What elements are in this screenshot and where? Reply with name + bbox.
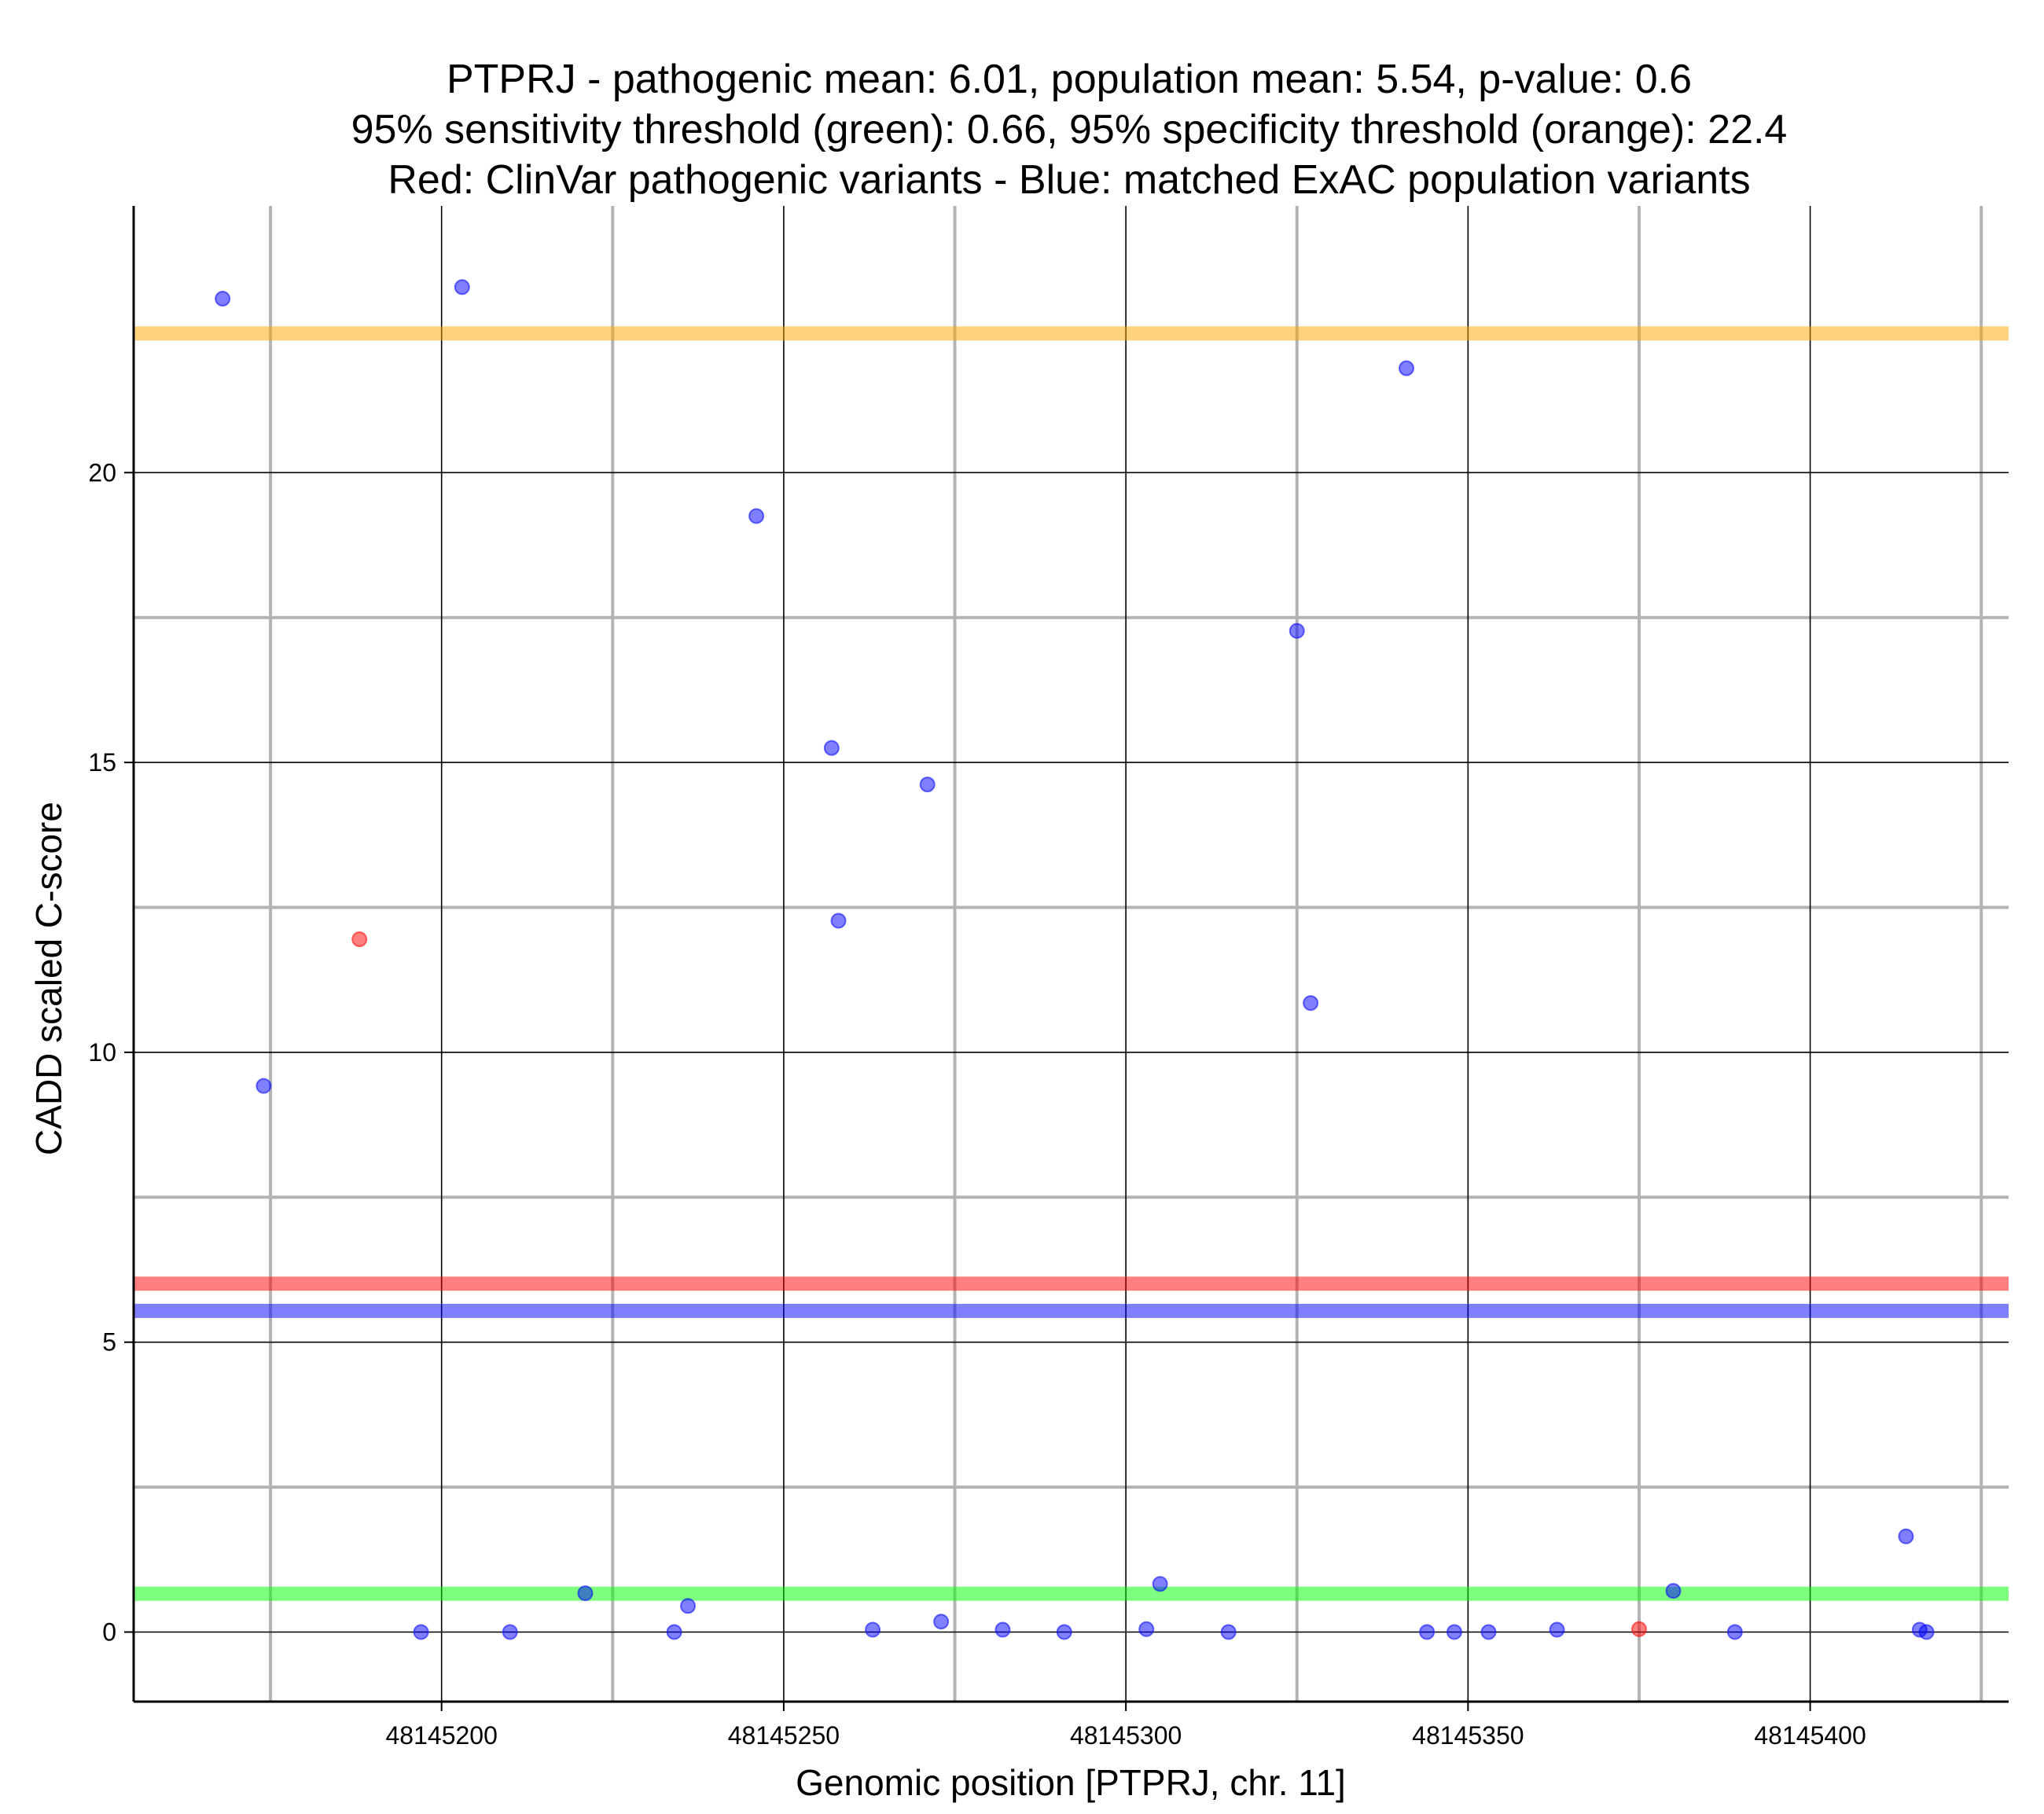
data-points xyxy=(215,279,1935,1640)
population-point xyxy=(1918,1624,1935,1640)
population-point xyxy=(1399,360,1415,376)
population-point xyxy=(1549,1621,1565,1638)
population-point xyxy=(1220,1624,1237,1640)
population-point xyxy=(413,1624,429,1640)
y-tick-label: 20 xyxy=(88,458,116,487)
population-point xyxy=(823,740,840,756)
population-point xyxy=(454,279,470,296)
population-point xyxy=(577,1585,594,1602)
population-point xyxy=(1726,1624,1743,1640)
x-tick-label: 48145350 xyxy=(1412,1721,1524,1750)
grid-lines xyxy=(134,206,2009,1702)
axes: 0 5 10 15 20 48145200 48145250 48145300 48145350… xyxy=(88,206,2009,1750)
population-point xyxy=(256,1078,272,1094)
population-point xyxy=(680,1598,697,1614)
y-axis-title: CADD scaled C-score xyxy=(28,802,69,1155)
population-point xyxy=(1419,1624,1436,1640)
title-line-1: PTPRJ - pathogenic mean: 6.01, populatio… xyxy=(447,57,1692,102)
population-point xyxy=(666,1624,682,1640)
chart-title: PTPRJ - pathogenic mean: 6.01, populatio… xyxy=(351,57,1788,203)
pathogenic-point xyxy=(1630,1621,1647,1637)
population-point xyxy=(215,291,231,307)
population-point xyxy=(1898,1528,1914,1544)
population-point xyxy=(1446,1624,1462,1640)
y-tick-label: 15 xyxy=(88,748,116,777)
title-line-3: Red: ClinVar pathogenic variants - Blue:… xyxy=(388,157,1750,203)
population-point xyxy=(994,1621,1011,1638)
population-point xyxy=(1480,1624,1497,1640)
population-point xyxy=(1289,622,1305,639)
x-tick-label: 48145400 xyxy=(1754,1721,1866,1750)
x-axis-title: Genomic position [PTPRJ, chr. 11] xyxy=(796,1762,1346,1803)
population-point xyxy=(1665,1583,1682,1599)
x-tick-label: 48145300 xyxy=(1070,1721,1182,1750)
population-point xyxy=(502,1624,518,1640)
population-point xyxy=(830,913,847,929)
y-tick-label: 0 xyxy=(102,1618,116,1646)
population-point xyxy=(1152,1576,1168,1592)
x-tick-label: 48145200 xyxy=(386,1721,498,1750)
population-point xyxy=(1138,1621,1155,1637)
population-series xyxy=(215,279,1935,1640)
y-tick-label: 10 xyxy=(88,1038,116,1067)
population-point xyxy=(933,1614,950,1630)
pathogenic-series xyxy=(351,931,1647,1637)
reference-lines xyxy=(134,326,2009,1601)
population-point xyxy=(919,777,936,793)
population-point xyxy=(1056,1624,1072,1640)
pathogenic-point xyxy=(351,931,368,948)
population-point xyxy=(748,508,765,524)
population-point xyxy=(865,1621,881,1638)
y-tick-label: 5 xyxy=(102,1328,116,1357)
population-point xyxy=(1303,995,1319,1012)
title-line-2: 95% sensitivity threshold (green): 0.66,… xyxy=(351,107,1788,152)
x-tick-label: 48145250 xyxy=(728,1721,840,1750)
